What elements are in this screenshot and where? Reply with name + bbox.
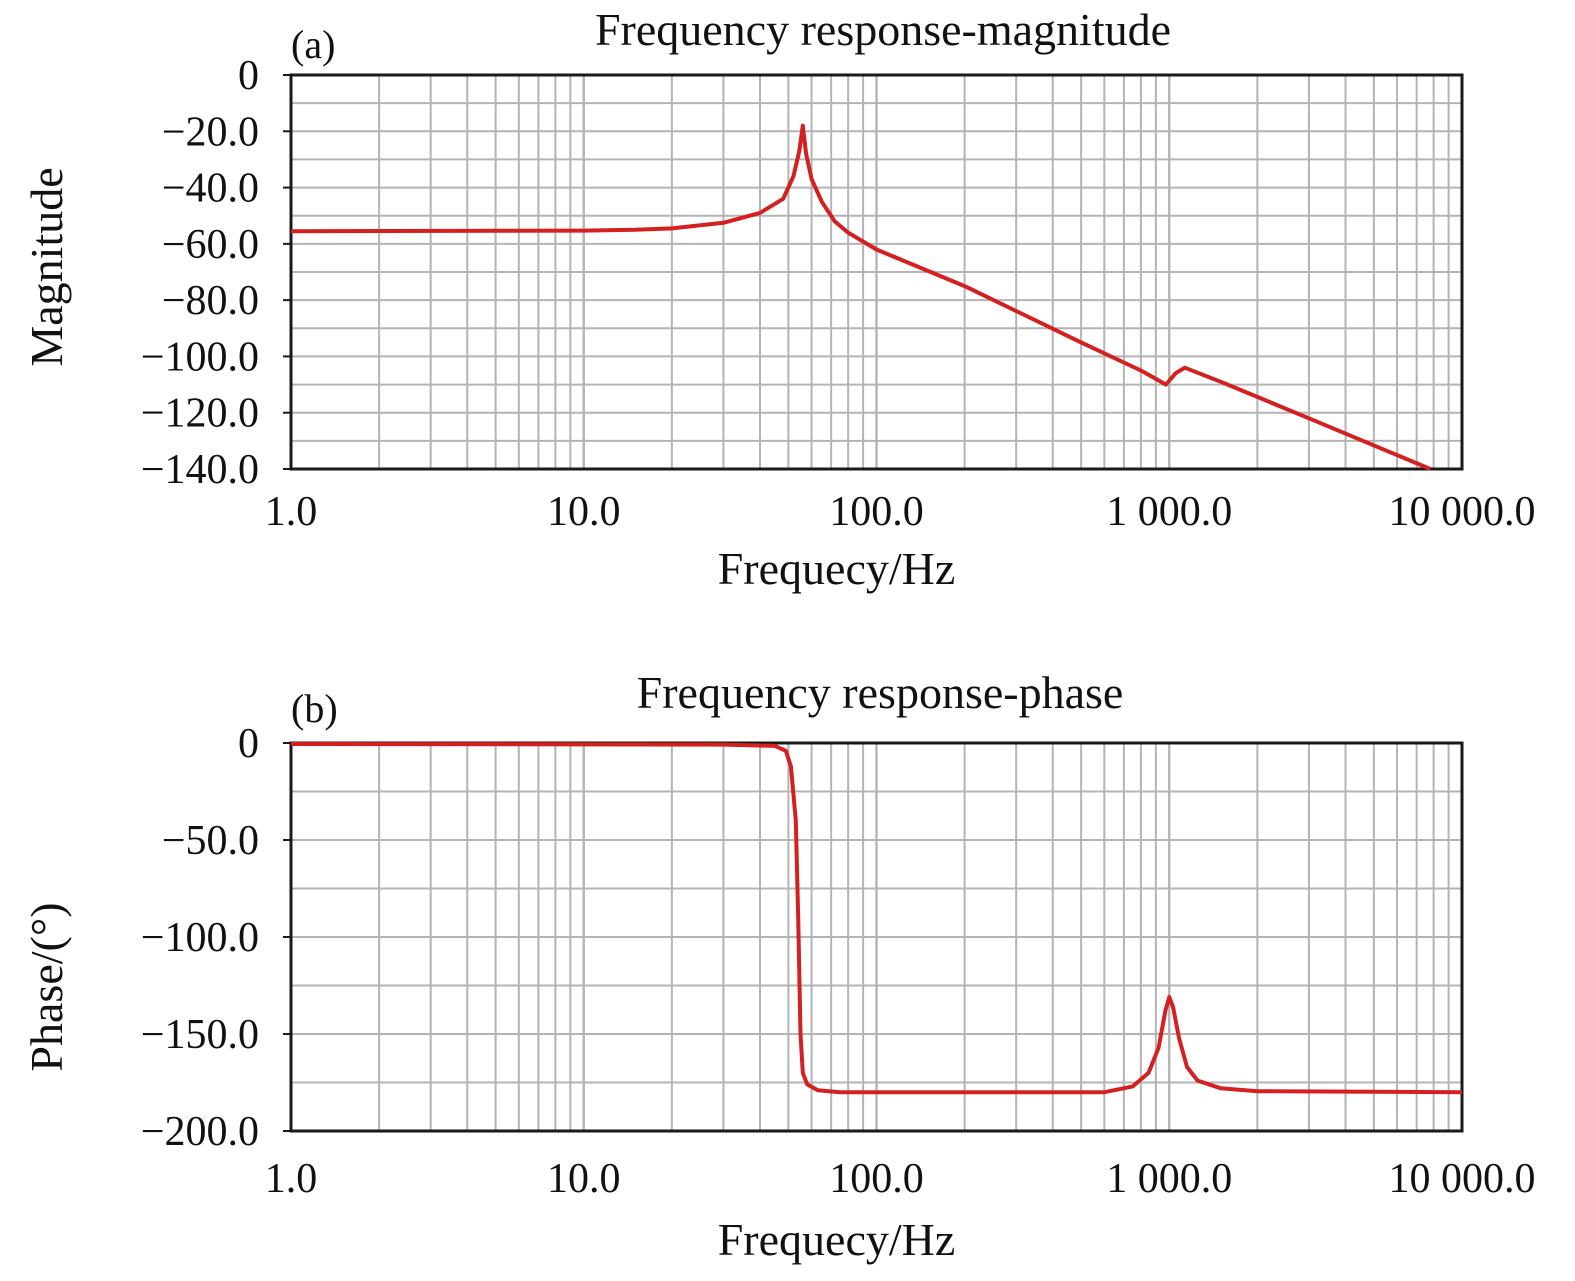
x-tick-label: 100.0	[829, 489, 924, 535]
x-axis-label: Frequecy/Hz	[718, 543, 956, 594]
y-tick-label: −50.0	[162, 818, 259, 864]
y-tick-label: −100.0	[141, 334, 259, 380]
x-tick-label: 10.0	[547, 1156, 621, 1202]
x-tick-label: 10 000.0	[1389, 1156, 1536, 1202]
y-axis-label: Magnitude	[21, 167, 72, 366]
x-tick-label: 100.0	[829, 1156, 924, 1202]
x-tick-label: 10 000.0	[1389, 489, 1536, 535]
x-tick-label: 1.0	[265, 1156, 318, 1202]
x-tick-label: 1 000.0	[1106, 489, 1232, 535]
y-tick-label: −150.0	[141, 1012, 259, 1058]
x-tick-label: 1 000.0	[1106, 1156, 1232, 1202]
panel-label: (b)	[291, 686, 338, 731]
y-tick-label: −80.0	[162, 278, 259, 324]
y-tick-label: 0	[238, 53, 259, 99]
series-line-magnitude	[290, 123, 1432, 471]
chart-panel-phase: 0 −50.0 −100.0 −150.0 −200.01.0 10.0 100.0 1 00…	[21, 667, 1536, 1265]
y-tick-label: −120.0	[141, 391, 259, 437]
x-tick-label: 1.0	[265, 489, 318, 535]
y-tick-label: −40.0	[162, 166, 259, 212]
y-tick-label: −100.0	[141, 915, 259, 961]
series-line-phase	[290, 742, 1463, 1095]
chart-title: Frequency response-phase	[637, 667, 1124, 718]
y-tick-label: −20.0	[162, 109, 259, 155]
plot-frame	[289, 73, 1464, 471]
y-tick-label: 0	[238, 721, 259, 767]
y-tick-label: −200.0	[141, 1109, 259, 1155]
x-axis-label: Frequecy/Hz	[718, 1214, 956, 1265]
panel-label: (a)	[291, 22, 335, 67]
chart-title: Frequency response-magnitude	[595, 4, 1171, 55]
y-tick-label: −60.0	[162, 222, 259, 268]
y-axis-label: Phase/(°)	[21, 902, 72, 1071]
y-tick-label: −140.0	[141, 447, 259, 493]
x-tick-label: 10.0	[547, 489, 621, 535]
chart-panel-magnitude: 0−20.0−40.0−60.0−80.0−100.0−120.0−140.01…	[21, 4, 1536, 594]
